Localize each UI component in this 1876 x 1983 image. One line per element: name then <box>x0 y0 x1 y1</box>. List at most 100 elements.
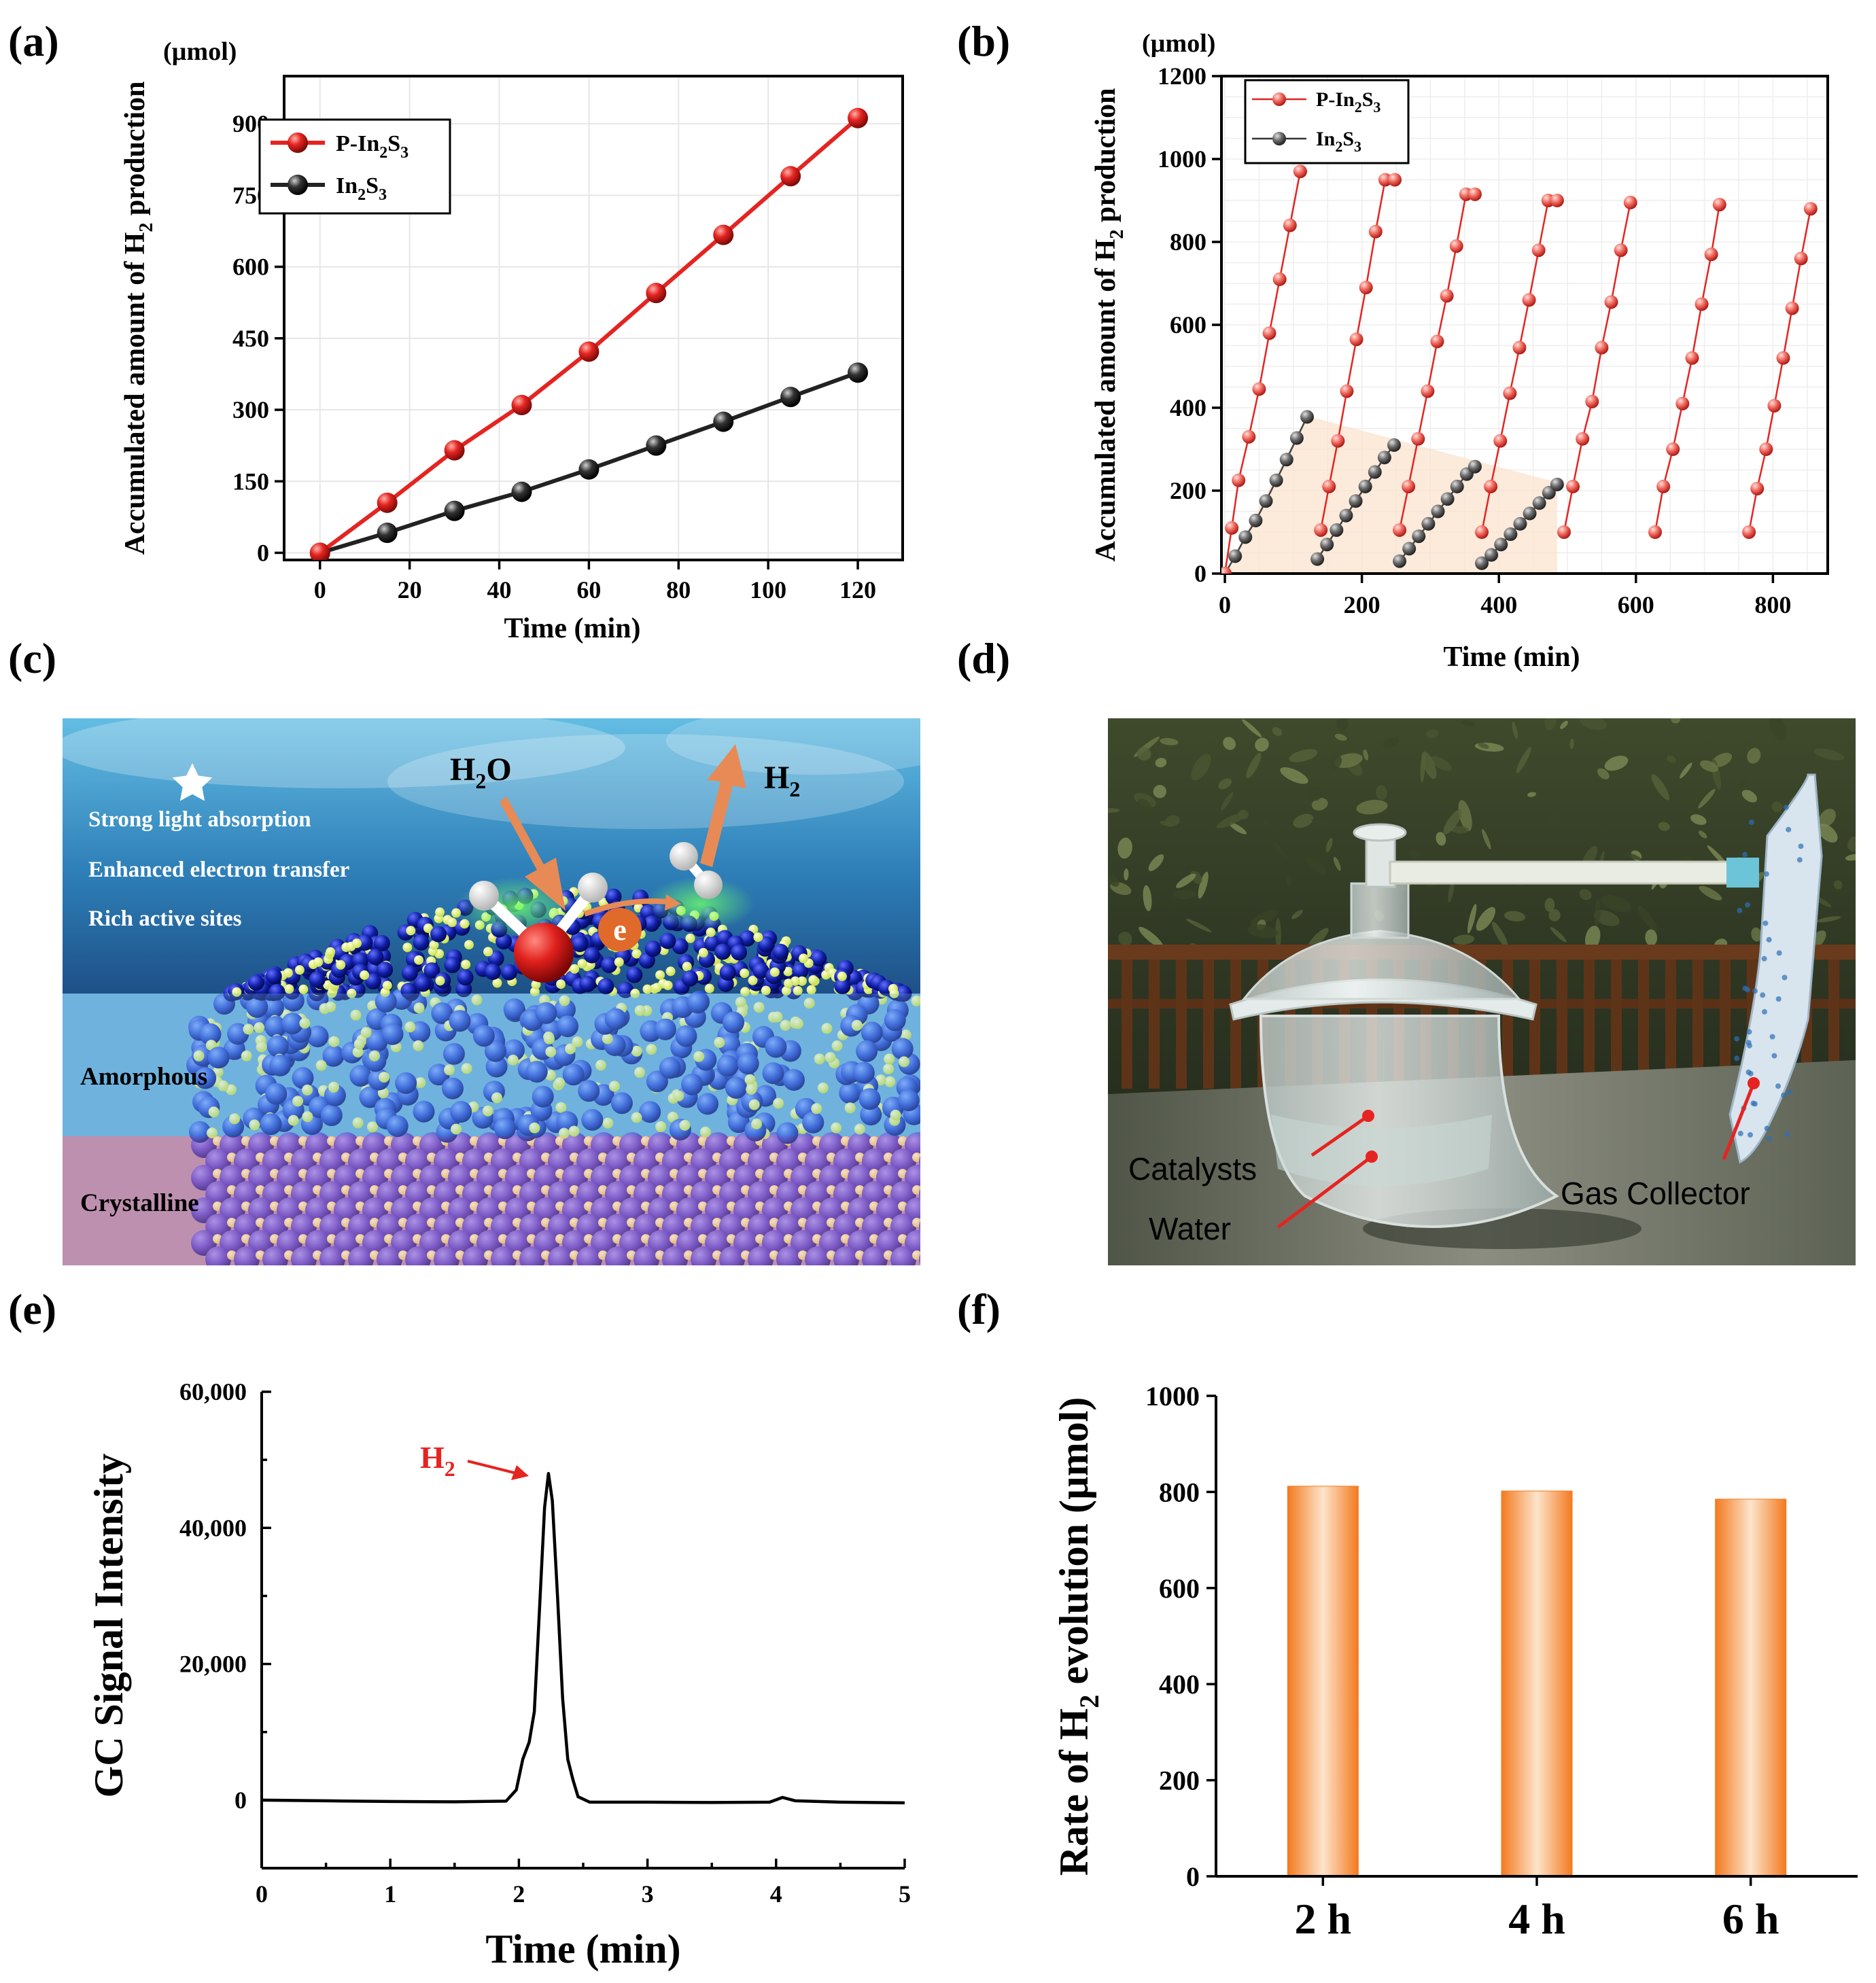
c-amorphous-atom <box>241 1050 252 1061</box>
panel-d-label: (d) <box>957 634 1010 682</box>
c-amorphous-atom <box>860 1104 882 1126</box>
star-icon <box>172 763 213 801</box>
c-amorphous-atom <box>218 1080 229 1091</box>
d-bag-print <box>1775 996 1782 1002</box>
c-amorphous-atom <box>485 1055 508 1078</box>
c-cloud-3 <box>666 718 920 775</box>
c-amorphous-atom <box>254 1022 265 1034</box>
chart-a-xtick-label: 60 <box>576 576 601 603</box>
c-amorphous-atom <box>911 995 920 1006</box>
c-amorphous-atom <box>557 1015 579 1038</box>
d-leaf <box>1451 826 1469 834</box>
c-surface-atom <box>605 888 622 905</box>
chart-b-point <box>1475 525 1489 539</box>
c-surface-atom <box>298 984 309 994</box>
c-surface-atom <box>336 960 346 970</box>
chart-b-point <box>1349 332 1363 347</box>
c-cloud-2 <box>387 734 904 829</box>
c-amorphous-atom <box>572 1036 583 1047</box>
chart-a-point <box>444 440 465 461</box>
d-leaf <box>1579 889 1592 900</box>
chart-b-point <box>1449 239 1463 253</box>
d-bag-print <box>1781 1092 1787 1098</box>
chart-b-point <box>1440 492 1455 506</box>
d-leaf <box>1383 737 1399 748</box>
c-crystal-atom <box>576 1246 602 1265</box>
c-amorphous-atom <box>386 1115 409 1138</box>
c-surface-atom <box>326 947 336 957</box>
chart-b-point <box>1712 198 1726 212</box>
d-bag-print <box>1752 988 1758 994</box>
c-surface-atom <box>597 978 614 995</box>
chart-b-legend: P-In2S3 In2S3 <box>1244 79 1410 164</box>
d-bag-print <box>1760 992 1766 998</box>
c-surface-atom <box>579 976 596 992</box>
d-baluster <box>1529 960 1540 1089</box>
c-amorphous-atom <box>444 1064 455 1076</box>
d-bag-print <box>1763 871 1769 877</box>
c-amorphous-atom <box>565 1043 576 1055</box>
chart-b-point <box>1503 386 1517 400</box>
d-bag-print <box>1746 1042 1752 1049</box>
c-amorphous-atom <box>353 1038 365 1050</box>
c-amorphous-atom <box>802 1111 824 1134</box>
d-baluster <box>1176 960 1187 1089</box>
c-amorphous-atom <box>350 1009 362 1021</box>
c-amorphous-label: Amorphous <box>80 1063 207 1091</box>
chart-b-point <box>1393 554 1407 568</box>
c-amorphous-atom <box>776 1122 799 1144</box>
chart-b-unit: (µmol) <box>1142 29 1215 58</box>
c-amorphous-atom <box>328 1081 339 1093</box>
d-bag-print <box>1786 1089 1792 1095</box>
chart-f-category-label: 4 h <box>1508 1895 1565 1943</box>
d-gas-collector-label: Gas Collector <box>1561 1176 1750 1211</box>
illustration-c: Strong light absorption Enhanced electro… <box>63 718 950 1265</box>
c-amorphous-atom <box>608 1081 620 1092</box>
c-amorphous-atom <box>532 1085 554 1108</box>
c-amorphous-atom <box>693 1051 705 1062</box>
d-leaf <box>1118 931 1132 946</box>
c-crystal-atom <box>776 1246 802 1265</box>
chart-b-point <box>1484 548 1499 562</box>
d-leaf <box>1285 875 1292 885</box>
c-feature-3: Rich active sites <box>88 907 242 931</box>
chart-e-xtick-label: 3 <box>642 1880 654 1908</box>
c-surface-atom <box>529 987 540 997</box>
c-surface-atom <box>268 983 285 1000</box>
c-electron-label: e <box>613 913 627 947</box>
d-bag-print <box>1769 1034 1775 1040</box>
chart-e-annotation: H2 <box>420 1440 455 1481</box>
c-surface-atom <box>352 938 362 949</box>
d-leaf <box>1845 854 1856 861</box>
c-surface-atom <box>406 926 416 936</box>
chart-b-point <box>1320 538 1334 552</box>
chart-b-point <box>1614 243 1628 258</box>
d-leaf <box>1698 830 1707 839</box>
c-amorphous-atom <box>243 1023 254 1035</box>
c-crystal-atom <box>662 1246 688 1265</box>
c-amorphous-atom <box>844 1102 856 1114</box>
panel-e-label: (e) <box>8 1285 56 1333</box>
d-leaf <box>1751 927 1762 942</box>
chart-b-point <box>1368 224 1383 239</box>
d-leaf <box>1421 751 1437 779</box>
d-leaf <box>1108 808 1120 813</box>
c-surface-atom <box>740 968 750 979</box>
d-leaf <box>1311 798 1328 811</box>
c-amorphous-atom <box>631 1112 642 1123</box>
c-amorphous-atom <box>502 1039 525 1061</box>
chart-b-point <box>1358 479 1372 493</box>
chart-b-point <box>1314 523 1328 537</box>
c-amorphous-atom <box>725 1076 748 1099</box>
chart-e-trace <box>262 1471 905 1805</box>
chart-a-unit: (µmol) <box>163 37 237 66</box>
c-crystal-atom-small <box>941 1185 950 1195</box>
chart-b-point <box>1228 549 1243 563</box>
c-amorphous-atom <box>824 1052 836 1063</box>
c-amorphous-atom <box>884 1009 906 1032</box>
c-surface-atom <box>571 936 588 953</box>
c-surface-atom <box>347 988 357 998</box>
c-crystal-atom-small <box>912 1250 920 1260</box>
chart-e-xlabel: Time (min) <box>485 1927 680 1971</box>
c-amorphous-atom <box>503 998 525 1021</box>
